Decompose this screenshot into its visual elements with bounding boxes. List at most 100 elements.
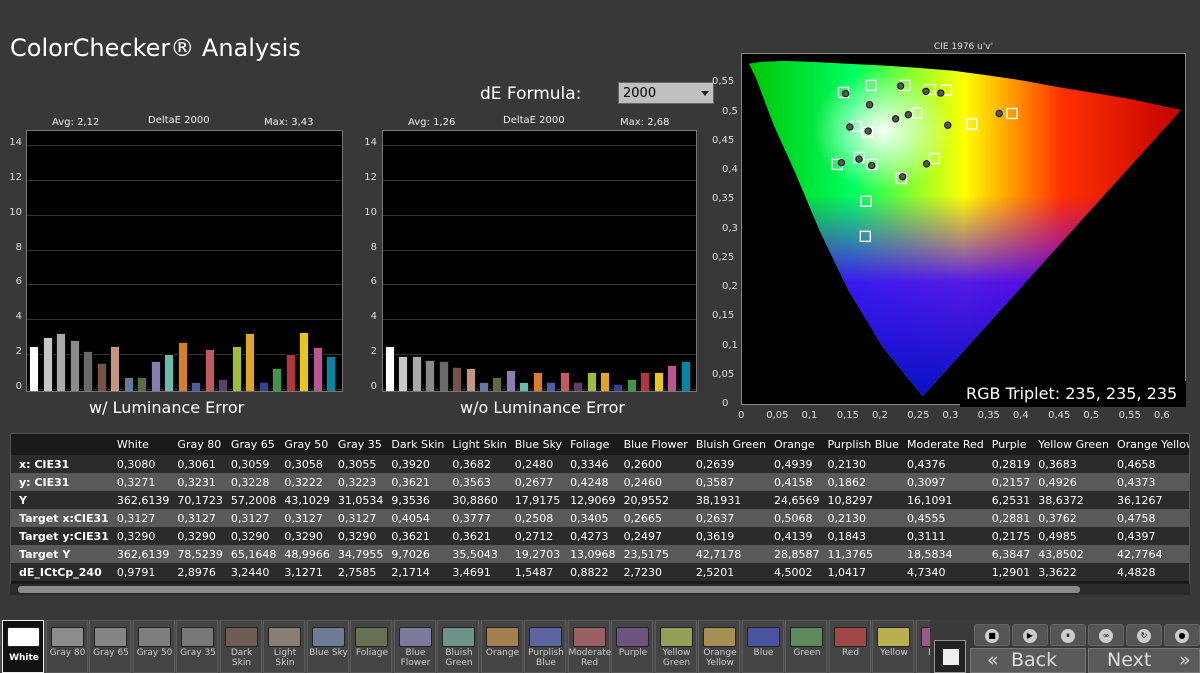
swatch-red[interactable]: Red [828, 620, 871, 673]
gridline [383, 354, 696, 355]
de-formula-select[interactable]: 2000 [618, 82, 714, 104]
swatch-color-chip [703, 627, 736, 647]
row-label: x: CIE31 [19, 457, 70, 471]
swatch-color-chip [7, 627, 40, 647]
loop-button[interactable]: ∞ [1088, 624, 1124, 646]
table-cell: 0,4158 [773, 475, 813, 489]
swatch-color-chip [616, 627, 649, 647]
swatch-gray-35[interactable]: Gray 35 [176, 620, 218, 673]
y-tick-label: 12 [9, 172, 22, 183]
extra-button[interactable]: ● [1164, 624, 1200, 646]
cie-y-tick: 0 [722, 398, 729, 409]
y-tick-label: 0 [15, 381, 22, 392]
loop-icon: ∞ [1099, 629, 1113, 643]
table-horizontal-scrollbar[interactable] [10, 584, 1190, 595]
table-row: Target Y 362,6139 78,5239 65,1648 48,9966 34,… [11, 545, 1189, 563]
swatch-color-chip [659, 627, 693, 647]
column-header: White [116, 438, 149, 451]
measured-point [855, 155, 863, 163]
row-label: y: CIE31 [19, 475, 70, 489]
refresh-button[interactable]: ↻ [1126, 624, 1162, 646]
table-cell: 0,3231 [177, 475, 216, 489]
target-point [860, 195, 872, 207]
swatch-color-chip [877, 627, 910, 647]
table-cell: 12,9069 [570, 493, 616, 507]
swatch-yellow[interactable]: Yellow [872, 620, 914, 673]
swatch-blue[interactable]: Blue [741, 620, 784, 673]
bar-gray-80 [398, 356, 408, 391]
cie-x-tick: 0,45 [1048, 410, 1071, 421]
swatch-color-chip [50, 627, 84, 647]
swatch-color-chip [181, 627, 214, 647]
measured-point [891, 115, 900, 123]
y-tick-label: 6 [370, 276, 377, 287]
table-cell: 0,4054 [391, 511, 430, 525]
table-cell: 0,3290 [177, 529, 216, 543]
column-header: Gray 65 [230, 438, 275, 451]
bar-gray-65 [56, 333, 66, 391]
table-cell: 0,4926 [1038, 475, 1077, 489]
bar-gray-35 [439, 361, 449, 391]
measured-point [841, 89, 850, 98]
swatch-gray-50[interactable]: Gray 50 [132, 620, 175, 673]
table-cell: 0,5068 [773, 511, 813, 525]
stop-icon [943, 649, 959, 665]
swatch-bluish-green[interactable]: Bluish Green [437, 620, 479, 673]
cie-x-tick: 0 [738, 410, 745, 421]
hold-icon: ⏸ [1061, 629, 1075, 643]
table-cell: 28,8587 [773, 547, 820, 561]
swatch-green[interactable]: Green [785, 620, 827, 673]
stop-sequence-button[interactable] [934, 640, 966, 673]
swatch-label: Orange Yellow [703, 648, 737, 668]
column-header: Foliage [570, 438, 610, 451]
table-cell: 0,4273 [570, 529, 609, 543]
swatch-purplish-blue[interactable]: Purplish Blue [524, 620, 566, 673]
back-button[interactable]: « Back [970, 648, 1086, 673]
swatch-dark-skin[interactable]: Dark Skin [219, 620, 262, 673]
swatch-moderate-red[interactable]: Moderate Red [567, 620, 611, 673]
swatch-orange-yellow[interactable]: Orange Yellow [698, 620, 740, 673]
bar-dark-skin [97, 363, 107, 391]
swatch-color-chip [442, 627, 475, 647]
play-button[interactable]: ▶ [1012, 624, 1048, 646]
measured-point [865, 101, 874, 109]
bar-orange-yellow [600, 372, 610, 391]
swatch-foliage[interactable]: Foliage [350, 620, 392, 673]
y-tick-label: 0 [370, 381, 377, 392]
swatch-color-chip [94, 627, 127, 647]
swatch-blue-flower[interactable]: Blue Flower [393, 620, 436, 673]
swatch-blue-sky[interactable]: Blue Sky [306, 620, 349, 673]
chart2-title: DeltaE 2000 [503, 115, 565, 126]
table-cell: 0,4555 [907, 511, 946, 525]
swatch-purple[interactable]: Purple [611, 620, 653, 673]
swatch-color-chip [311, 627, 345, 647]
table-cell: 34,7955 [337, 547, 384, 561]
table-cell: 0,3228 [230, 475, 270, 489]
swatch-yellow-green[interactable]: Yellow Green [654, 620, 697, 673]
table-cell: 2,7230 [623, 565, 663, 579]
swatch-gray-65[interactable]: Gray 65 [89, 620, 131, 673]
cie-x-tick: 0,4 [1012, 410, 1029, 421]
swatch-light-skin[interactable]: Light Skin [263, 620, 305, 673]
chart1-title: DeltaE 2000 [148, 115, 210, 126]
swatch-label: Blue [753, 648, 774, 658]
bar-magenta [313, 347, 323, 391]
swatch-gray-80[interactable]: Gray 80 [45, 620, 88, 673]
swatch-orange[interactable]: Orange [480, 620, 523, 673]
scrollbar-thumb[interactable] [18, 586, 1080, 593]
bar-moderate-red [560, 372, 570, 391]
swatch-white[interactable]: White [2, 620, 44, 673]
bar-gray-35 [83, 351, 93, 391]
bar-blue-sky [479, 382, 489, 391]
swatch-label: Gray 50 [136, 648, 173, 658]
table-cell: 0,3683 [1038, 457, 1077, 471]
swatch-color-chip [529, 627, 562, 647]
table-cell: 18,5834 [907, 547, 953, 561]
table-cell: 0,1843 [827, 529, 866, 543]
pause-hold-button[interactable]: ⏸ [1050, 624, 1086, 646]
y-tick-label: 10 [9, 207, 22, 218]
next-button[interactable]: Next » [1088, 648, 1200, 673]
stop-button[interactable]: ■ [974, 624, 1010, 646]
cie-y-tick: 0,15 [712, 310, 735, 322]
row-label: dE_ICtCp_240 [19, 565, 102, 579]
